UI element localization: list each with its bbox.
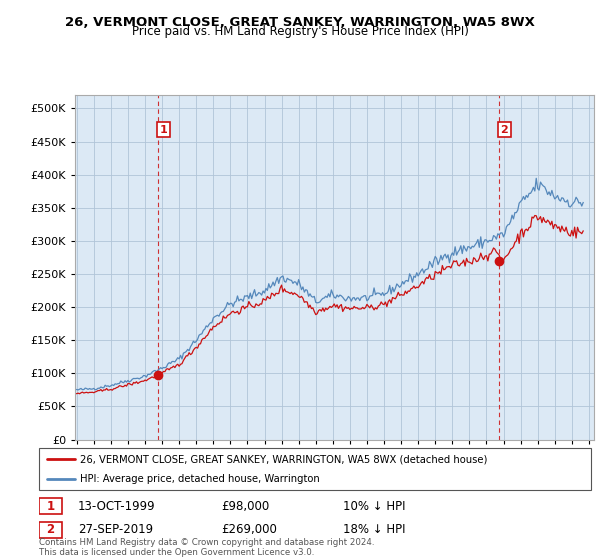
Text: 2: 2 (500, 125, 508, 134)
Text: £98,000: £98,000 (221, 500, 269, 513)
Text: 27-SEP-2019: 27-SEP-2019 (77, 524, 153, 536)
Text: Contains HM Land Registry data © Crown copyright and database right 2024.
This d: Contains HM Land Registry data © Crown c… (39, 538, 374, 557)
Text: 2: 2 (47, 524, 55, 536)
Text: 10% ↓ HPI: 10% ↓ HPI (343, 500, 405, 513)
Text: 13-OCT-1999: 13-OCT-1999 (77, 500, 155, 513)
FancyBboxPatch shape (39, 498, 62, 514)
Text: 26, VERMONT CLOSE, GREAT SANKEY, WARRINGTON, WA5 8WX: 26, VERMONT CLOSE, GREAT SANKEY, WARRING… (65, 16, 535, 29)
Text: 18% ↓ HPI: 18% ↓ HPI (343, 524, 405, 536)
Text: 1: 1 (47, 500, 55, 513)
Text: 1: 1 (160, 125, 167, 134)
Text: Price paid vs. HM Land Registry's House Price Index (HPI): Price paid vs. HM Land Registry's House … (131, 25, 469, 38)
Text: HPI: Average price, detached house, Warrington: HPI: Average price, detached house, Warr… (80, 474, 320, 484)
FancyBboxPatch shape (39, 448, 591, 490)
Text: £269,000: £269,000 (221, 524, 277, 536)
FancyBboxPatch shape (39, 522, 62, 538)
Text: 26, VERMONT CLOSE, GREAT SANKEY, WARRINGTON, WA5 8WX (detached house): 26, VERMONT CLOSE, GREAT SANKEY, WARRING… (80, 454, 488, 464)
